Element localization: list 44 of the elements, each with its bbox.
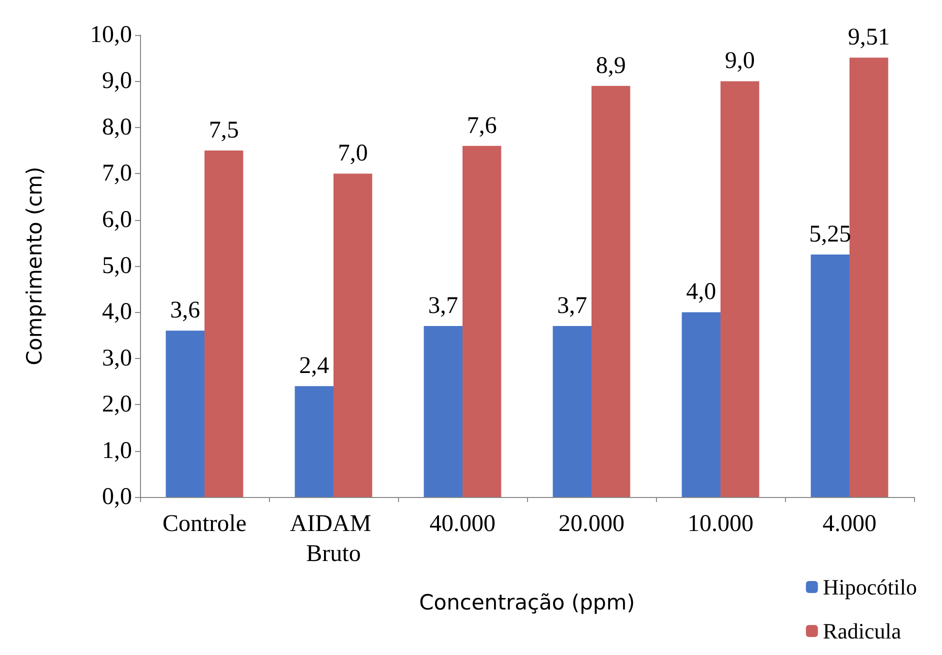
x-tick-label: AIDAM Bruto [290,511,378,567]
y-tick-label: 6,0 [102,206,132,233]
y-tick-label: 2,0 [102,392,132,418]
x-tick-label: 4.000 [822,511,876,537]
bar [682,312,720,497]
bar [294,386,334,497]
y-tick-label: 5,0 [102,253,132,279]
data-label: 3,7 [557,293,588,320]
data-label: 3,6 [170,298,200,324]
bar [552,326,592,497]
bar [462,146,502,497]
x-tick-label: 40.000 [430,511,496,537]
bar [204,150,244,497]
data-label: 7,5 [208,118,239,144]
y-tick-label: 0,0 [102,484,132,510]
y-tick-label: 9,0 [102,68,132,94]
data-label: 3,7 [428,293,458,320]
data-label: 9,51 [848,24,890,51]
y-axis-title: Comprimento (cm) [22,166,46,366]
legend-label: Radicula [822,618,902,644]
bar [592,86,630,497]
x-tick-label: 20.000 [558,511,624,537]
data-label: 2,4 [299,353,330,380]
data-label: 7,6 [466,112,497,139]
legend-label: Hipocótilo [822,574,918,600]
data-label: 4,0 [686,279,716,306]
x-tick-label: 10.000 [688,511,754,537]
bar [810,254,850,497]
y-tick-label: 8,0 [102,114,132,140]
x-tick-label: Controle [162,511,246,537]
bar [424,326,462,497]
y-tick-label: 4,0 [102,299,132,326]
data-label: 7,0 [338,140,368,167]
y-tick-label: 1,0 [102,438,132,464]
y-tick-label: 10,0 [90,22,132,48]
bar [720,81,760,497]
bar [166,330,204,497]
y-tick-label: 7,0 [102,160,132,187]
y-tick-label: 3,0 [102,345,132,372]
x-axis-title: Concentração (ppm) [419,590,635,614]
data-label: 8,9 [596,52,626,79]
data-label: 9,0 [724,48,755,74]
bar [334,174,372,497]
bar [850,58,888,497]
